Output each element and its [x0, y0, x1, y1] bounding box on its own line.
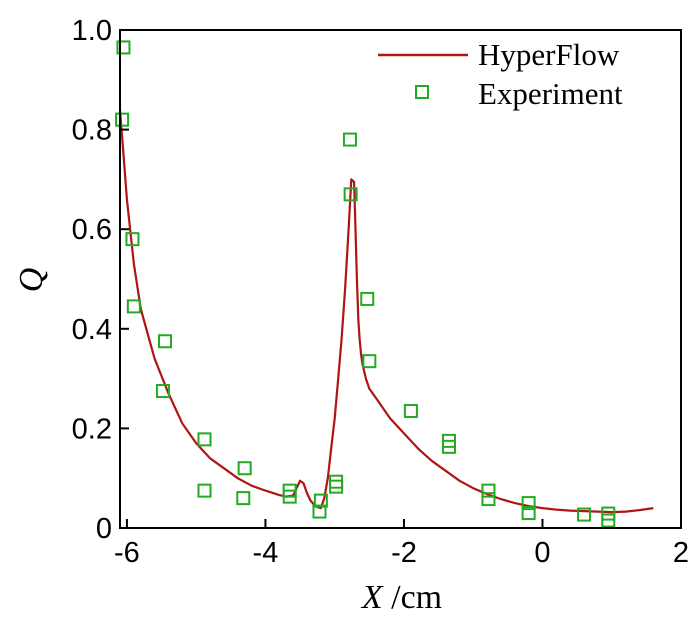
experiment-point: [125, 232, 140, 247]
experiment-point: [441, 439, 456, 454]
experiment-point: [481, 492, 496, 507]
experiment-point: [155, 384, 170, 399]
experiment-point: [403, 403, 418, 418]
y-tick-label: 1.0: [72, 15, 112, 47]
x-axis-ticks: -6 -4 -2 0 2: [114, 519, 689, 569]
y-tick-label: 0.6: [72, 214, 112, 246]
experiment-point: [116, 40, 131, 55]
experiment-point: [236, 491, 251, 506]
series-line-hyperflow: [118, 109, 654, 514]
legend-marker-experiment: [415, 85, 429, 99]
experiment-point: [282, 489, 297, 504]
experiment-point: [521, 506, 536, 521]
experiment-point: [360, 291, 375, 306]
experiment-point: [577, 507, 592, 522]
experiment-point: [115, 112, 130, 127]
experiment-point: [481, 483, 496, 498]
experiment-point: [312, 504, 327, 519]
legend-label-hyperflow: HyperFlow: [478, 37, 620, 72]
y-tick-label: 0.8: [72, 115, 112, 147]
y-tick-label: 0.2: [72, 413, 112, 445]
experiment-point: [313, 493, 328, 508]
x-tick-label: 0: [534, 537, 550, 569]
experiment-point: [521, 496, 536, 511]
experiment-point: [342, 132, 357, 147]
legend: HyperFlow Experiment: [378, 37, 623, 111]
experiment-point: [237, 461, 252, 476]
y-axis-label: Q: [13, 268, 50, 293]
y-tick-label: 0: [96, 513, 112, 545]
experiment-point: [362, 354, 377, 369]
experiment-point: [329, 479, 344, 494]
experiment-point: [601, 513, 616, 528]
x-tick-label: 2: [673, 537, 689, 569]
experiment-point: [343, 187, 358, 202]
plot-marks: [115, 40, 654, 528]
x-axis-unit: /cm: [383, 579, 442, 616]
experiment-point: [329, 474, 344, 489]
y-axis-ticks: 0 0.2 0.4 0.6 0.8 1.0: [72, 15, 129, 545]
x-tick-label: -6: [114, 537, 140, 569]
x-tick-label: -4: [253, 537, 279, 569]
plot-border: [119, 29, 682, 529]
plot-frame: [119, 29, 682, 529]
experiment-point: [158, 334, 173, 349]
y-tick-label: 0.4: [72, 314, 112, 346]
x-axis-variable: X: [360, 579, 384, 616]
x-tick-label: -2: [391, 537, 417, 569]
x-axis-label: X /cm: [360, 579, 442, 616]
legend-label-experiment: Experiment: [478, 76, 623, 111]
experiment-point: [197, 432, 212, 447]
experiment-point: [197, 483, 212, 498]
experiment-point: [126, 299, 141, 314]
